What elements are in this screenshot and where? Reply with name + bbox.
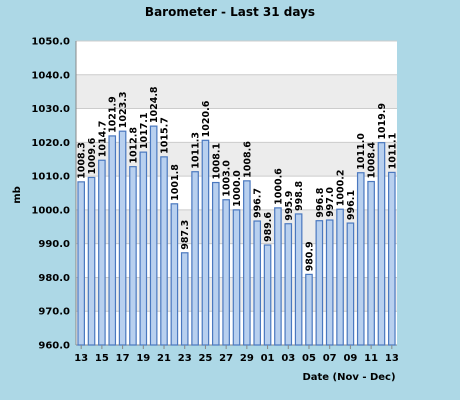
data-label: 998.8 (294, 181, 305, 211)
y-tick-label: 990.0 (38, 239, 70, 250)
y-axis: 960.0 970.0 980.0 990.0 1000.0 1010.0 1020.0 10… (31, 37, 70, 352)
bar (367, 180, 375, 346)
bar (129, 166, 137, 346)
bar (388, 171, 396, 346)
bar (346, 222, 355, 346)
bar (77, 181, 85, 346)
data-label: 1012.8 (128, 127, 139, 164)
data-label: 1000.6 (273, 168, 284, 205)
data-label: 1021.9 (108, 96, 119, 133)
y-tick-label: 970.0 (38, 307, 70, 318)
x-tick-label: 21 (157, 353, 171, 364)
data-label: 1008.6 (242, 141, 253, 178)
grid-band (76, 74, 397, 109)
bar (336, 208, 344, 346)
x-tick-label: 03 (281, 353, 295, 364)
data-label: 1024.8 (149, 86, 160, 123)
bar (87, 176, 96, 346)
data-label: 987.3 (180, 220, 191, 250)
x-tick-label: 07 (323, 353, 337, 364)
bar (211, 181, 220, 346)
bar (274, 207, 282, 346)
bar (356, 172, 365, 346)
x-tick-label: 05 (302, 353, 316, 364)
x-tick-label: 09 (343, 353, 357, 364)
bar (170, 203, 179, 346)
bar (325, 219, 334, 346)
y-tick-label: 960.0 (38, 341, 70, 352)
data-label: 1008.4 (367, 141, 378, 178)
data-label: 1019.9 (377, 103, 388, 140)
bar (232, 209, 241, 346)
bar (149, 125, 158, 346)
y-tick-label: 1040.0 (31, 70, 70, 81)
chart-title: Barometer - Last 31 days (145, 5, 315, 19)
y-tick-label: 1050.0 (31, 37, 70, 48)
x-axis-title: Date (Nov - Dec) (302, 372, 395, 383)
bar (253, 220, 262, 346)
data-label: 1008.1 (211, 143, 222, 180)
data-label: 1009.6 (87, 137, 98, 174)
bar (98, 159, 106, 346)
bar (263, 244, 272, 346)
x-tick-label: 27 (219, 353, 233, 364)
x-tick-label: 23 (178, 353, 192, 364)
y-tick-label: 1010.0 (31, 172, 70, 183)
bar (284, 223, 293, 346)
x-tick-label: 29 (240, 353, 254, 364)
x-tick-label: 15 (95, 353, 109, 364)
bar (243, 180, 251, 346)
bar (222, 199, 230, 346)
bar (191, 171, 199, 346)
bar (305, 273, 313, 346)
bar (118, 130, 127, 346)
data-label: 996.7 (253, 188, 264, 218)
data-label: 1011.0 (356, 133, 367, 170)
data-label: 980.9 (304, 241, 315, 271)
data-label: 1011.1 (387, 133, 398, 170)
y-tick-label: 1030.0 (31, 104, 70, 115)
bar (201, 139, 210, 346)
data-label: 996.8 (315, 187, 326, 217)
y-tick-label: 1000.0 (31, 205, 70, 216)
x-tick-label: 11 (364, 353, 378, 364)
x-tick-label: 17 (116, 353, 130, 364)
data-label: 1000.2 (336, 170, 347, 207)
data-label: 1023.3 (118, 92, 129, 129)
bar (180, 252, 189, 346)
x-tick-label: 13 (74, 353, 88, 364)
x-tick-label: 19 (136, 353, 150, 364)
data-label: 1020.6 (201, 100, 212, 137)
data-label: 1017.1 (139, 112, 150, 149)
data-label: 1014.7 (97, 121, 108, 158)
bars (77, 125, 396, 346)
data-label: 996.1 (346, 190, 357, 220)
data-label: 1000.0 (232, 170, 243, 207)
data-label: 1015.7 (160, 117, 171, 154)
data-label: 997.0 (325, 187, 336, 217)
bar (160, 156, 168, 346)
data-label: 1011.3 (191, 132, 202, 169)
x-axis: 13 15 17 19 21 23 25 27 29 01 03 05 07 09 11 13 (74, 345, 399, 364)
x-tick-label: 25 (198, 353, 212, 364)
y-axis-title: mb (12, 186, 23, 204)
data-label: 1001.8 (170, 164, 181, 201)
x-tick-label: 13 (385, 353, 399, 364)
data-label: 995.9 (284, 191, 295, 221)
data-label: 989.6 (263, 212, 274, 242)
data-label: 1003.0 (222, 160, 233, 197)
y-tick-label: 1020.0 (31, 138, 70, 149)
bar (377, 142, 386, 346)
bar (139, 151, 148, 346)
data-label: 1008.3 (77, 142, 88, 179)
y-tick-label: 980.0 (38, 273, 70, 284)
bar (294, 213, 303, 346)
x-tick-label: 01 (261, 353, 275, 364)
bar (108, 135, 117, 346)
bar (315, 220, 324, 346)
